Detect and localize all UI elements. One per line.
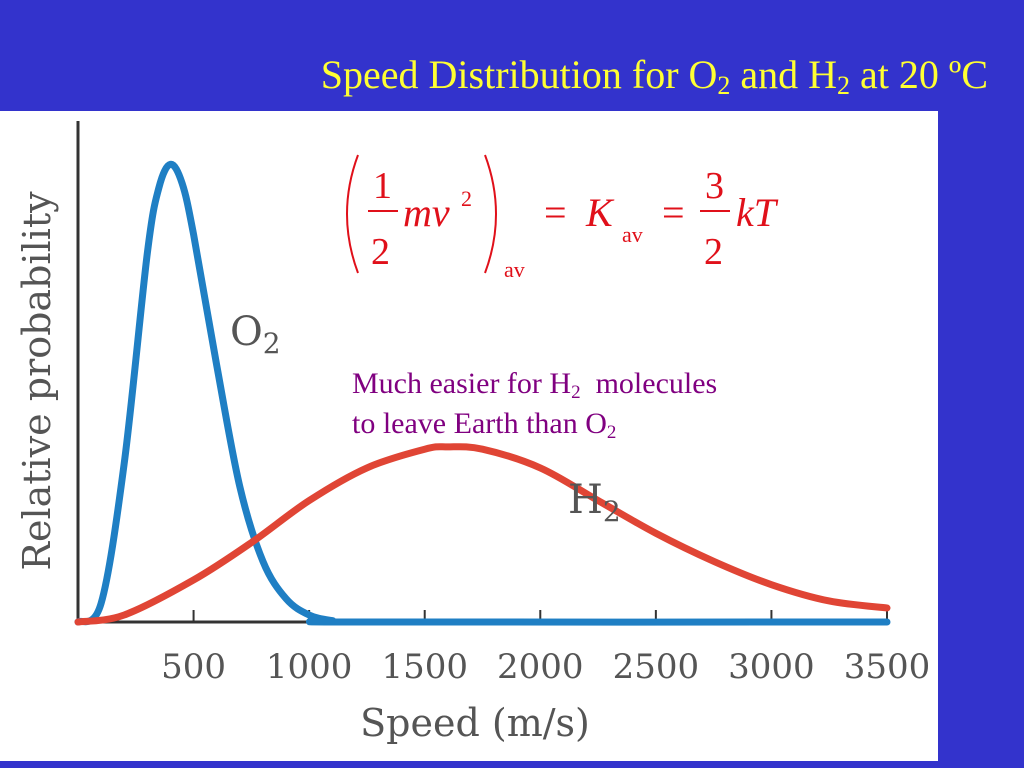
eq-square: 2 (461, 186, 472, 211)
x-tick-label: 2500 (613, 647, 700, 687)
x-tick-label: 2000 (497, 647, 584, 687)
title-subscript-o2: 2 (717, 71, 731, 100)
series-curves (74, 160, 891, 626)
annotation-text-1: Much easier for H (352, 367, 572, 400)
x-tick-label: 1500 (381, 647, 468, 687)
slide-title: Speed Distribution for O2 and H2 at 20 º… (0, 52, 988, 100)
x-tick-label: 500 (161, 647, 226, 687)
eq-three-den: 2 (704, 231, 723, 273)
bottom-border (0, 761, 1024, 768)
x-axis-label: Speed (m/s) (360, 701, 590, 745)
eq-av-subscript-2: av (622, 222, 643, 247)
annotation-text-2: molecules (580, 367, 718, 400)
eq-equals-1: = (544, 190, 567, 235)
series-label-h2: H2 (568, 477, 621, 528)
annotation-text-3: to leave Earth than O (352, 407, 607, 440)
eq-mv: mv (403, 190, 450, 235)
title-subscript-h2: 2 (837, 71, 851, 100)
x-tick-label: 3000 (728, 647, 815, 687)
eq-kT: kT (736, 190, 779, 235)
annotation-sub-h2: 2 (571, 382, 581, 403)
title-text-main: Speed Distribution for O (320, 52, 718, 97)
eq-half-num: 1 (373, 165, 392, 207)
y-axis-label: Relative probability (15, 191, 59, 571)
chart-panel: 500 1000 1500 2000 2500 3000 3500 Speed (m/s) … (0, 111, 938, 761)
left-paren (346, 154, 359, 274)
speed-distribution-chart: 500 1000 1500 2000 2500 3000 3500 Speed (m/s) … (15, 121, 930, 745)
annotation-sub-o2: 2 (606, 422, 617, 443)
eq-K: K (585, 190, 615, 235)
x-tick-group: 500 1000 1500 2000 2500 3000 3500 (161, 610, 930, 687)
eq-half-den: 2 (371, 231, 390, 273)
x-tick-label: 1000 (266, 647, 353, 687)
right-paren (484, 154, 497, 274)
kinetic-energy-equation: 1 2 mv 2 av = K av = 3 2 kT (346, 154, 779, 282)
x-tick-label: 3500 (844, 647, 931, 687)
title-text-end: at 20 ºC (850, 52, 988, 97)
eq-three-num: 3 (705, 165, 724, 207)
annotation-line-2: to leave Earth than O2 (352, 404, 872, 444)
series-line-o2 (74, 160, 891, 626)
series-label-o2: O2 (230, 309, 281, 360)
title-text-mid: and H (730, 52, 838, 97)
eq-equals-2: = (662, 190, 685, 235)
eq-av-subscript-1: av (504, 257, 525, 282)
annotation-note: Much easier for H2 molecules to leave Ea… (352, 364, 872, 444)
annotation-line-1: Much easier for H2 molecules (352, 364, 872, 404)
series-line-h2 (74, 443, 891, 626)
